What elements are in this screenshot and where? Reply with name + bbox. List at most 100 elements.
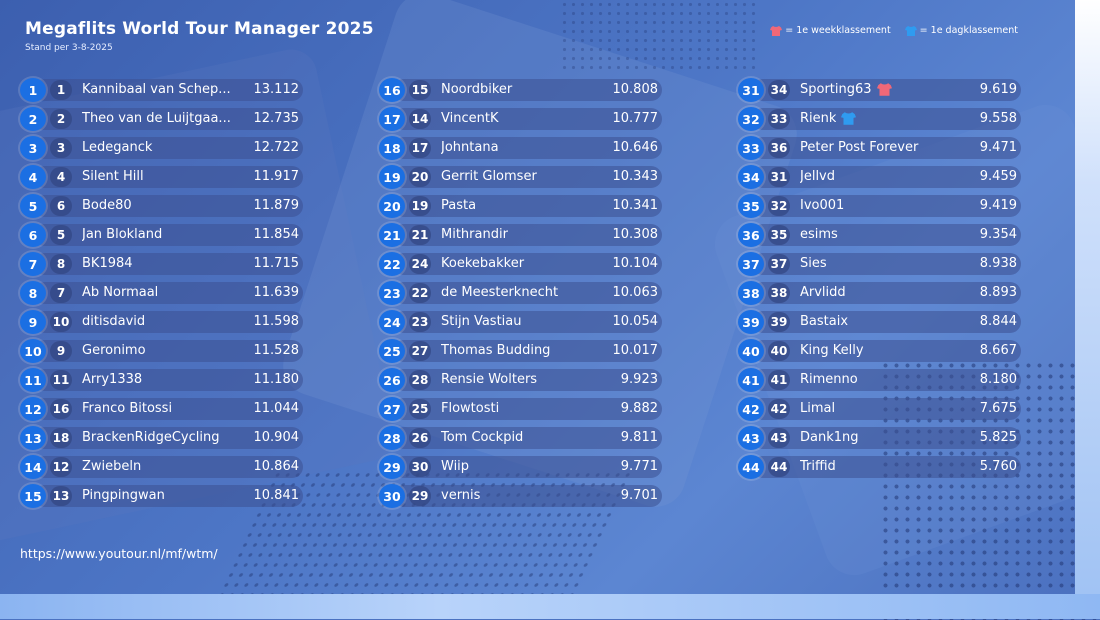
team-name: Thomas Budding: [441, 343, 551, 358]
team-name: Rensie Wolters: [441, 372, 538, 387]
row-background: [393, 398, 662, 420]
team-points: 8.180: [979, 372, 1017, 387]
team-points: 8.844: [979, 314, 1017, 329]
blue-jersey-icon: [841, 112, 857, 125]
rank-badge: 4: [20, 165, 46, 189]
previous-rank: 34: [768, 80, 790, 100]
standings-row: 10 9 Geronimo 11.528: [20, 339, 305, 363]
rank-badge: 3: [20, 136, 46, 160]
row-background: [752, 137, 1021, 159]
row-background: [752, 224, 1021, 246]
row-background: [34, 340, 303, 362]
team-name: King Kelly: [800, 343, 864, 358]
standings-row: 32 33 Rienk 9.558: [738, 107, 1023, 131]
row-background: [34, 108, 303, 130]
previous-rank: 14: [409, 109, 431, 129]
team-points: 9.354: [979, 227, 1017, 242]
bottom-edge-bar: [0, 594, 1100, 619]
standings-row: 3 3 Ledeganck 12.722: [20, 136, 305, 160]
dot-pattern: [560, 0, 760, 70]
team-name: Rienk: [800, 111, 837, 126]
standings-row: 15 13 Pingpingwan 10.841: [20, 484, 305, 508]
previous-rank: 40: [768, 341, 790, 361]
team-name: BK1984: [82, 256, 133, 271]
row-background: [393, 282, 662, 304]
row-background: [752, 369, 1021, 391]
previous-rank: 6: [50, 196, 72, 216]
previous-rank: 21: [409, 225, 431, 245]
standings-row: 14 12 Zwiebeln 10.864: [20, 455, 305, 479]
row-background: [752, 427, 1021, 449]
team-points: 5.825: [979, 430, 1017, 445]
rank-badge: 36: [738, 223, 764, 247]
row-background: [393, 166, 662, 188]
standings-column-1: 1 1 Kannibaal van Schep... 13.112 2 2 Theo van…: [20, 78, 305, 513]
rank-badge: 44: [738, 455, 764, 479]
rank-badge: 38: [738, 281, 764, 305]
team-name: Arvlidd: [800, 285, 846, 300]
standings-row: 37 37 Sies 8.938: [738, 252, 1023, 276]
team-points: 10.808: [612, 82, 659, 97]
standings-row: 35 32 Ivo001 9.419: [738, 194, 1023, 218]
row-background: [34, 224, 303, 246]
previous-rank: 2: [50, 109, 72, 129]
row-background: [393, 253, 662, 275]
team-name: Franco Bitossi: [82, 401, 173, 416]
team-name: Ivo001: [800, 198, 845, 213]
team-name: Jan Blokland: [82, 227, 163, 242]
row-background: [393, 311, 662, 333]
row-background: [393, 340, 662, 362]
footer-url[interactable]: https://www.youtour.nl/mf/wtm/: [20, 546, 218, 561]
team-points: 11.715: [253, 256, 300, 271]
standings-row: 28 26 Tom Cockpid 9.811: [379, 426, 664, 450]
team-name: ditisdavid: [82, 314, 146, 329]
row-background: [752, 195, 1021, 217]
rank-badge: 31: [738, 78, 764, 102]
team-name: Tom Cockpid: [441, 430, 524, 445]
previous-rank: 24: [409, 254, 431, 274]
rank-badge: 37: [738, 252, 764, 276]
row-background: [752, 340, 1021, 362]
team-points: 11.528: [253, 343, 300, 358]
row-background: [752, 311, 1021, 333]
row-background: [393, 369, 662, 391]
legend: = 1e weekklassement = 1e dagklassement: [770, 25, 1018, 36]
rank-badge: 2: [20, 107, 46, 131]
row-background: [393, 427, 662, 449]
previous-rank: 20: [409, 167, 431, 187]
row-background: [34, 195, 303, 217]
team-name: VincentK: [441, 111, 499, 126]
rank-badge: 14: [20, 455, 46, 479]
row-background: [34, 166, 303, 188]
standings-column-2: 16 15 Noordbiker 10.808 17 14 VincentK 10.777 18…: [379, 78, 664, 513]
team-name: Theo van de Luijtgaa...: [82, 111, 231, 126]
rank-badge: 40: [738, 339, 764, 363]
standings-row: 7 8 BK1984 11.715: [20, 252, 305, 276]
team-points: 9.619: [979, 82, 1017, 97]
previous-rank: 19: [409, 196, 431, 216]
team-points: 9.771: [620, 459, 658, 474]
rank-badge: 35: [738, 194, 764, 218]
team-points: 13.112: [253, 82, 300, 97]
rank-badge: 32: [738, 107, 764, 131]
team-points: 10.104: [612, 256, 659, 271]
standings-row: 31 34 Sporting63 9.619: [738, 78, 1023, 102]
standings-row: 9 10 ditisdavid 11.598: [20, 310, 305, 334]
previous-rank: 11: [50, 370, 72, 390]
previous-rank: 18: [50, 428, 72, 448]
team-points: 11.598: [253, 314, 300, 329]
rank-badge: 34: [738, 165, 764, 189]
team-name: Dank1ng: [800, 430, 859, 445]
team-name: Sies: [800, 256, 827, 271]
team-points: 9.923: [620, 372, 658, 387]
previous-rank: 31: [768, 167, 790, 187]
previous-rank: 26: [409, 428, 431, 448]
rank-badge: 6: [20, 223, 46, 247]
team-points: 12.735: [253, 111, 300, 126]
row-background: [34, 253, 303, 275]
previous-rank: 43: [768, 428, 790, 448]
team-name: Ledeganck: [82, 140, 153, 155]
standings-row: 25 27 Thomas Budding 10.017: [379, 339, 664, 363]
standings-row: 27 25 Flowtosti 9.882: [379, 397, 664, 421]
previous-rank: 7: [50, 283, 72, 303]
